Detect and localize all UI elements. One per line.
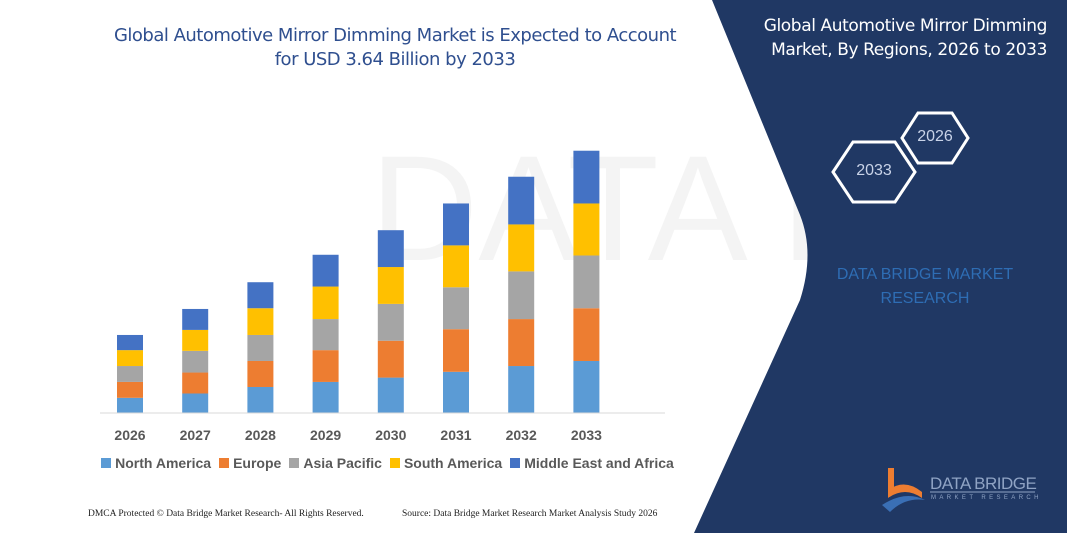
bar-2033-south-america: [573, 203, 600, 256]
bar-2028-asia-pacific: [247, 334, 274, 361]
bar-2027-south-america: [182, 329, 209, 351]
legend-item: Asia Pacific: [289, 455, 382, 471]
legend-item: Middle East and Africa: [510, 455, 674, 471]
bar-2031-asia-pacific: [443, 287, 469, 330]
logo-subtitle: MARKET RESEARCH: [931, 495, 1042, 501]
bar-2028-north-america: [247, 386, 274, 413]
bar-2026-europe: [117, 381, 143, 398]
bar-2026-asia-pacific: [117, 366, 143, 382]
legend-label: Europe: [233, 455, 282, 471]
legend-label: North America: [115, 455, 212, 471]
legend-swatch: [389, 458, 400, 469]
bar-2032-europe: [508, 319, 535, 367]
x-tick-label: 2026: [114, 427, 145, 443]
bar-2030-asia-pacific: [377, 303, 404, 341]
x-tick-label: 2027: [180, 427, 211, 443]
hex-label-2033: 2033: [856, 162, 892, 179]
x-tick-label: 2032: [506, 427, 537, 443]
bar-2030-europe: [377, 340, 404, 378]
bar-2030-north-america: [377, 377, 404, 413]
legend: North America Europe Asia Pacific South Ame…: [100, 455, 675, 471]
bar-2031-middle-east-and-africa: [443, 203, 469, 246]
bar-2026-south-america: [117, 350, 143, 367]
legend-swatch: [510, 458, 521, 469]
footer-copyright: DMCA Protected © Data Bridge Market Rese…: [88, 509, 364, 519]
bar-2028-europe: [247, 360, 274, 387]
bar-2030-middle-east-and-africa: [377, 230, 404, 268]
bar-2027-middle-east-and-africa: [182, 308, 209, 330]
bar-2029-south-america: [312, 286, 339, 320]
bar-2032-middle-east-and-africa: [508, 176, 535, 225]
hex-label-2026: 2026: [917, 128, 953, 145]
bar-2032-south-america: [508, 224, 535, 272]
x-tick-label: 2030: [375, 427, 406, 443]
bar-2027-north-america: [182, 393, 209, 413]
bar-2026-middle-east-and-africa: [117, 334, 143, 351]
legend-swatch: [289, 458, 300, 469]
bar-2033-europe: [573, 308, 600, 361]
legend-item: Europe: [219, 455, 281, 471]
bar-2033-asia-pacific: [573, 255, 600, 309]
bar-2027-asia-pacific: [182, 350, 209, 373]
x-tick-label: 2028: [245, 427, 276, 443]
bar-2033-middle-east-and-africa: [573, 150, 600, 204]
hexagon-2033: [831, 140, 917, 204]
bar-2030-south-america: [377, 267, 404, 304]
bar-2032-asia-pacific: [508, 271, 535, 320]
chart-title: Global Automotive Mirror Dimming Market …: [113, 25, 677, 70]
legend-swatch: [101, 458, 112, 469]
x-tick-label: 2029: [310, 427, 341, 443]
bar-2029-middle-east-and-africa: [312, 254, 339, 287]
legend-label: Middle East and Africa: [524, 455, 674, 471]
bar-2029-asia-pacific: [312, 319, 339, 351]
bar-2032-north-america: [508, 366, 535, 413]
bar-2033-north-america: [573, 360, 600, 413]
x-tick-label: 2033: [571, 427, 602, 443]
bar-2031-south-america: [443, 245, 469, 288]
hexagon-2026: [900, 111, 970, 165]
x-tick-labels: 2026 2027 2028 2029 2030 2031 2032 2033: [114, 427, 602, 443]
legend-swatch: [219, 458, 230, 469]
side-panel-title: Global Automotive Mirror Dimming Market,…: [763, 16, 1048, 60]
logo-title: DATA BRIDGE: [930, 474, 1037, 493]
brand-text: DATA BRIDGE MARKET RESEARCH: [836, 266, 1014, 307]
bar-2028-south-america: [247, 308, 274, 335]
x-tick-label: 2031: [440, 427, 471, 443]
legend-item: South America: [389, 455, 503, 471]
legend-item: North America: [101, 455, 211, 471]
bar-2028-middle-east-and-africa: [247, 282, 274, 309]
legend-label: Asia Pacific: [303, 455, 382, 471]
side-panel-bg: [694, 0, 1067, 533]
legend-label: South America: [403, 455, 503, 471]
bar-2027-europe: [182, 372, 209, 394]
logo-icon: [882, 468, 1035, 512]
footer-source: Source: Data Bridge Market Research Mark…: [402, 509, 658, 519]
bar-2029-north-america: [312, 381, 339, 413]
bar-2031-north-america: [443, 371, 469, 413]
bar-2026-north-america: [117, 397, 143, 413]
bar-2031-europe: [443, 329, 469, 372]
bar-2029-europe: [312, 350, 339, 382]
bars: [117, 150, 600, 413]
